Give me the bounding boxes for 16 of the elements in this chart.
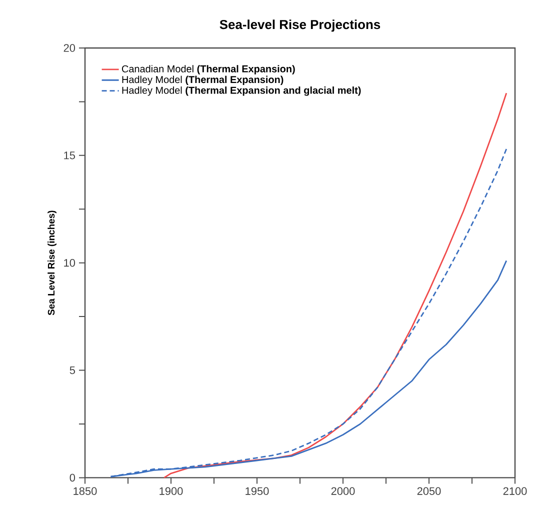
y-tick-label: 5 — [70, 366, 76, 374]
legend-label: Canadian Model (Thermal Expansion) — [122, 65, 295, 74]
x-tick-label: 2050 — [417, 487, 441, 495]
x-tick-label: 1850 — [74, 487, 97, 495]
y-axis-title: Sea Level Rise (inches) — [48, 210, 56, 316]
legend-label: Hadley Model (Thermal Expansion and glacial melt) — [122, 86, 361, 96]
y-tick-label: 20 — [64, 44, 76, 52]
chart-title: Sea-level Rise Projections — [220, 20, 380, 32]
y-tick-label: 0 — [70, 474, 76, 482]
x-tick-label: 2000 — [331, 487, 355, 495]
x-tick-label: 2100 — [503, 487, 527, 495]
y-tick-label: 10 — [64, 258, 76, 267]
y-tick-label: 15 — [64, 152, 76, 160]
legend-label: Hadley Model (Thermal Expansion) — [122, 76, 284, 86]
x-tick-label: 1950 — [246, 487, 269, 495]
x-tick-label: 1900 — [160, 487, 183, 495]
